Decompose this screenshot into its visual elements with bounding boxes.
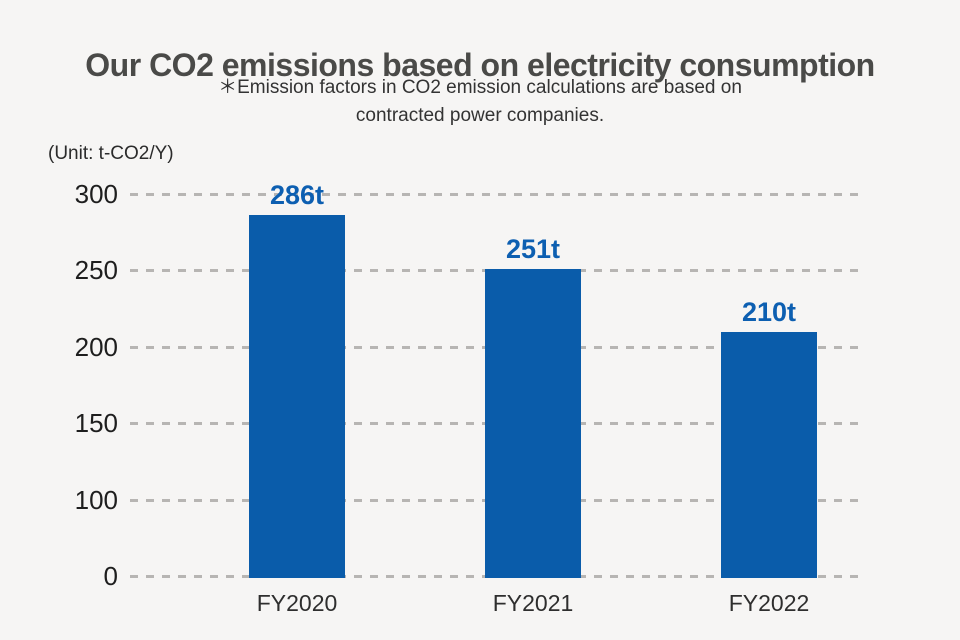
bar: [249, 215, 345, 578]
x-axis-tick-label: FY2020: [256, 590, 338, 616]
bar-value-label: 286t: [269, 180, 325, 211]
bar: [485, 268, 581, 578]
bar-value-label: 210t: [741, 296, 797, 327]
y-axis-tick-label: 0: [103, 561, 118, 591]
footnote-line-1: ＊Emission factors in CO2 emission calcul…: [218, 77, 742, 98]
page-title: Our CO2 emissions based on electricity c…: [85, 47, 875, 84]
x-axis-tick-label: FY2022: [728, 590, 810, 616]
chart-footnote: ＊Emission factors in CO2 emission calcul…: [0, 74, 960, 130]
y-axis-tick-label: 150: [74, 408, 118, 439]
y-axis-tick-label: 250: [74, 255, 118, 286]
y-axis-unit-label: (Unit: t-CO2/Y): [48, 143, 174, 164]
bar-value-label: 251t: [505, 233, 561, 264]
bar: [721, 331, 817, 578]
y-axis-tick-label: 200: [74, 331, 118, 362]
x-axis-tick-label: FY2021: [492, 590, 574, 616]
gridline: [130, 193, 866, 196]
y-axis-tick-label: 100: [74, 484, 118, 515]
y-axis-tick-label: 300: [74, 179, 118, 209]
footnote-line-2: contracted power companies.: [355, 105, 605, 126]
